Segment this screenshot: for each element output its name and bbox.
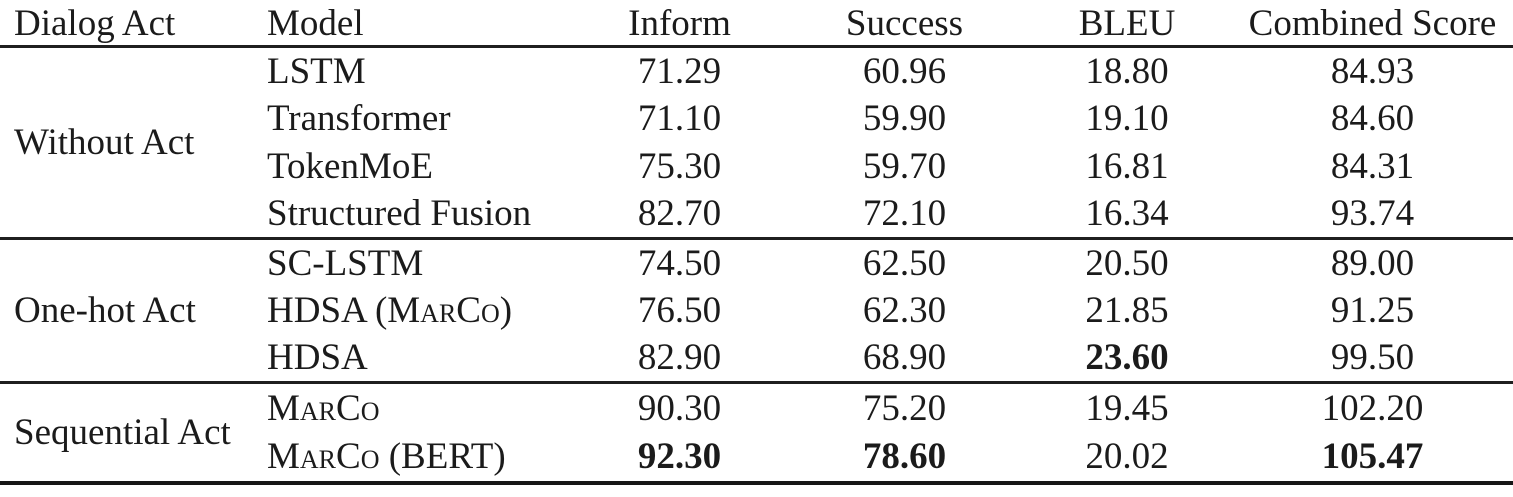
model-cell: SC-LSTM — [267, 242, 424, 284]
table-row: Sequential Act MarCo 90.30 75.20 19.45 102.20 — [0, 383, 1513, 453]
header-row: Dialog Act Model Inform Success BLEU Com… — [0, 0, 1513, 47]
success-cell: 59.90 — [862, 98, 947, 139]
table-row: MarCo (BERT) 92.30 78.60 20.02 105.47 — [0, 433, 1513, 483]
model-cell: Transformer — [267, 98, 451, 139]
group-sequential-act: Sequential Act MarCo 90.30 75.20 19.45 102.20… — [0, 383, 1513, 483]
dialog-act-cell: Without Act — [14, 122, 195, 163]
col-header-dialog-act: Dialog Act — [14, 3, 176, 44]
dialog-act-cell: Sequential Act — [14, 411, 231, 453]
col-header-success: Success — [845, 3, 964, 44]
success-cell: 72.10 — [862, 193, 947, 235]
table-header: Dialog Act Model Inform Success BLEU Com… — [0, 0, 1513, 47]
bleu-cell: 16.34 — [1085, 193, 1169, 235]
bleu-cell: 21.85 — [1085, 290, 1169, 331]
bleu-cell: 16.81 — [1085, 146, 1169, 187]
bleu-cell: 19.10 — [1085, 98, 1169, 139]
inform-cell: 82.90 — [637, 337, 722, 379]
combined-cell: 93.74 — [1330, 193, 1415, 235]
dialog-act-cell: One-hot Act — [14, 290, 196, 331]
success-cell: 78.60 — [862, 436, 947, 477]
model-cell: HDSA — [267, 337, 368, 379]
model-cell: LSTM — [267, 50, 366, 92]
bleu-cell: 19.45 — [1085, 387, 1169, 429]
success-cell: 60.96 — [862, 50, 947, 92]
inform-cell: 74.50 — [637, 242, 722, 284]
success-cell: 59.70 — [862, 146, 947, 187]
success-cell: 75.20 — [862, 387, 947, 429]
success-cell: 62.30 — [862, 290, 947, 331]
model-cell: TokenMoE — [267, 146, 433, 187]
table-row: Structured Fusion 82.70 72.10 16.34 93.74 — [0, 191, 1513, 239]
inform-cell: 92.30 — [637, 436, 722, 477]
table-row: HDSA (MarCo) 76.50 62.30 21.85 91.25 — [0, 287, 1513, 335]
success-cell: 68.90 — [862, 337, 947, 379]
group-without-act: Without Act LSTM 71.29 60.96 18.80 84.93 Trans… — [0, 47, 1513, 239]
table-row: Without Act LSTM 71.29 60.96 18.80 84.93 — [0, 47, 1513, 163]
table-row: HDSA 82.90 68.90 23.60 99.50 — [0, 335, 1513, 383]
group-one-hot-act: One-hot Act SC-LSTM 74.50 62.50 20.50 89.00 HD… — [0, 239, 1513, 383]
inform-cell: 71.29 — [637, 50, 722, 92]
bleu-cell: 20.02 — [1085, 436, 1169, 477]
model-cell: MarCo — [267, 387, 380, 429]
model-cell: HDSA (MarCo) — [267, 290, 513, 331]
col-header-bleu: BLEU — [1078, 3, 1176, 44]
col-header-combined-score: Combined Score — [1248, 3, 1497, 44]
success-cell: 62.50 — [862, 242, 947, 284]
model-cell: MarCo (BERT) — [267, 436, 506, 477]
bleu-cell: 20.50 — [1085, 242, 1169, 284]
col-header-inform: Inform — [628, 3, 731, 44]
table-row: One-hot Act SC-LSTM 74.50 62.50 20.50 89.00 — [0, 239, 1513, 331]
inform-cell: 82.70 — [637, 193, 722, 235]
inform-cell: 90.30 — [637, 387, 722, 429]
table-row: TokenMoE 75.30 59.70 16.81 84.31 — [0, 143, 1513, 191]
combined-cell: 89.00 — [1330, 242, 1415, 284]
combined-cell: 84.31 — [1330, 146, 1415, 187]
results-table: Dialog Act Model Inform Success BLEU Com… — [0, 0, 1513, 483]
combined-cell: 84.60 — [1330, 98, 1415, 139]
bleu-cell: 23.60 — [1085, 337, 1169, 379]
inform-cell: 75.30 — [637, 146, 722, 187]
combined-cell: 84.93 — [1330, 50, 1415, 92]
model-cell: Structured Fusion — [267, 193, 532, 235]
table-row: Transformer 71.10 59.90 19.10 84.60 — [0, 95, 1513, 143]
inform-cell: 71.10 — [637, 98, 722, 139]
combined-cell: 102.20 — [1321, 387, 1424, 429]
col-header-model: Model — [267, 3, 364, 44]
combined-cell: 105.47 — [1321, 436, 1424, 477]
combined-cell: 91.25 — [1330, 290, 1415, 331]
bleu-cell: 18.80 — [1085, 50, 1169, 92]
combined-cell: 99.50 — [1330, 337, 1415, 379]
inform-cell: 76.50 — [637, 290, 722, 331]
